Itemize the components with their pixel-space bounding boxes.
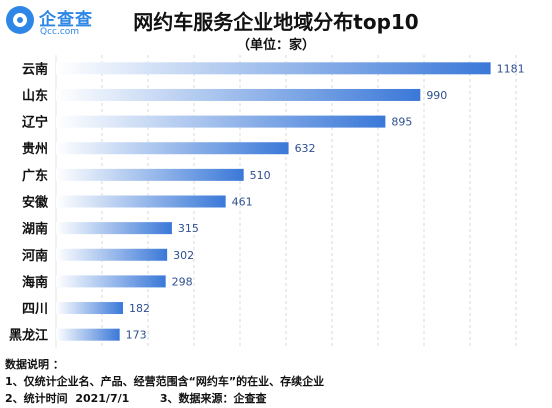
bar <box>56 142 289 155</box>
category-label: 广东 <box>22 168 48 184</box>
category-label: 云南 <box>22 61 48 77</box>
category-label: 河南 <box>22 248 48 264</box>
chart-title: 网约车服务企业地域分布top10 <box>133 10 419 34</box>
category-label: 海南 <box>22 274 48 290</box>
bar <box>56 328 120 341</box>
category-label: 辽宁 <box>22 115 48 131</box>
category-label: 贵州 <box>22 141 48 157</box>
value-label: 302 <box>173 249 194 262</box>
data-notes: 数据说明 ： 1、仅统计企业名、产品、经营范围含“网约车”的在业、存续企业 2、… <box>5 356 324 407</box>
value-label: 990 <box>426 89 447 102</box>
logo-sub: Qcc.com <box>40 27 80 37</box>
logo-mark-icon <box>6 6 34 34</box>
category-label: 山东 <box>22 88 48 104</box>
category-label: 湖南 <box>22 221 48 237</box>
value-label: 461 <box>232 196 253 209</box>
notes-line-2: 2、统计时间 2021/7/1 3、数据来源：企查查 <box>5 392 267 405</box>
bar <box>56 62 491 75</box>
category-label: 四川 <box>22 302 48 317</box>
notes-line-1: 1、仅统计企业名、产品、经营范围含“网约车”的在业、存续企业 <box>5 375 325 388</box>
value-label: 632 <box>295 142 316 155</box>
logo: 企查查 Qcc.com <box>6 5 116 39</box>
bar <box>56 88 421 101</box>
category-label: 黑龙江 <box>9 328 48 344</box>
bar <box>56 248 168 261</box>
value-label: 895 <box>391 116 412 129</box>
bar <box>56 275 166 288</box>
value-label: 298 <box>172 275 193 288</box>
value-label: 182 <box>129 302 150 315</box>
bar <box>56 195 226 208</box>
bar <box>56 302 123 315</box>
value-label: 1181 <box>497 62 525 75</box>
value-label: 510 <box>250 169 271 182</box>
notes-heading: 数据说明 ： <box>5 358 64 371</box>
value-label: 173 <box>126 329 147 342</box>
bar <box>56 168 244 181</box>
bar <box>56 222 172 235</box>
chart-subtitle: （单位：家） <box>236 38 315 53</box>
category-label: 安徽 <box>22 195 49 211</box>
bar <box>56 115 386 128</box>
value-label: 315 <box>178 222 199 235</box>
bars: 云南 1181 山东 990 辽宁 895 贵州 632 广东 510 安徽 461 湖南 315 河南 30… <box>9 61 525 343</box>
logo-name: 企查查 <box>39 10 93 30</box>
